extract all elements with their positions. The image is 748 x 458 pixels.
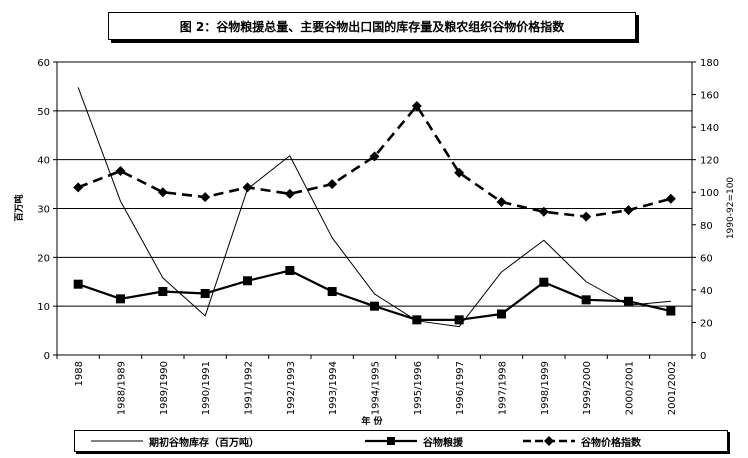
legend: 期初谷物库存（百万吨） 谷物粮援 谷物价格指数 <box>74 430 728 452</box>
food-aid-point <box>539 277 549 287</box>
food-aid-point <box>158 287 168 297</box>
x-tick-label: 1992/1993 <box>286 361 297 415</box>
legend-swatch-price-index <box>523 436 575 446</box>
price-index-point <box>623 205 634 216</box>
food-aid-point <box>370 301 379 311</box>
food-aid-point <box>497 309 506 319</box>
price-index-point <box>327 179 338 190</box>
y-right-tick-label: 100 <box>700 188 719 199</box>
y-right-tick-label: 40 <box>700 286 713 297</box>
price-index-point <box>411 100 422 111</box>
y-right-tick-label: 140 <box>700 123 719 134</box>
legend-label-stocks: 期初谷物库存（百万吨） <box>149 437 259 449</box>
series-line-0 <box>77 87 671 328</box>
y-left-tick-label: 20 <box>37 253 50 264</box>
food-aid-point <box>73 279 83 289</box>
x-tick-label: 1991/1992 <box>244 361 255 415</box>
food-aid-point <box>454 315 464 325</box>
food-aid-point <box>666 306 676 316</box>
food-aid-point <box>243 276 252 286</box>
y-left-tick-label: 30 <box>37 205 50 216</box>
y-left-tick-label: 0 <box>44 351 50 362</box>
y-right-tick-label: 20 <box>700 318 713 329</box>
price-index-point <box>581 211 592 222</box>
price-index-point <box>369 151 380 162</box>
y-axis-title-right: 1990-92=100 <box>726 177 736 240</box>
legend-swatch-food-aid <box>365 437 417 445</box>
chart-title: 图 2：谷物粮援总量、主要谷物出口国的库存量及粮农组织谷物价格指数 <box>179 19 565 34</box>
legend-item-price-index: 谷物价格指数 <box>523 431 641 451</box>
y-right-tick-label: 160 <box>700 91 719 102</box>
x-tick-label: 1993/1994 <box>328 361 339 415</box>
y-right-tick-label: 180 <box>700 58 719 69</box>
price-index-point <box>454 167 465 178</box>
x-tick-label: 1999/2000 <box>582 361 593 415</box>
y-axis-title-left: 百万吨 <box>13 194 25 221</box>
x-tick-label: 1994/1995 <box>371 361 382 415</box>
y-right-tick-label: 0 <box>700 351 706 362</box>
y-left-tick-label: 60 <box>37 58 50 69</box>
x-tick-label: 1988/1989 <box>117 361 128 415</box>
x-axis-title: 年 份 <box>361 415 383 427</box>
y-right-tick-label: 120 <box>700 156 719 167</box>
price-index-point <box>284 188 295 199</box>
x-tick-label: 2001/2002 <box>667 361 678 415</box>
legend-item-food-aid: 谷物粮援 <box>365 431 463 451</box>
x-tick-label: 1997/1998 <box>498 361 509 415</box>
price-index-point <box>496 196 507 207</box>
x-tick-label: 1998/1999 <box>540 361 551 415</box>
x-tick-label: 1996/1997 <box>455 361 466 415</box>
legend-label-price-index: 谷物价格指数 <box>581 437 641 449</box>
price-index-point <box>115 166 126 177</box>
x-tick-label: 1989/1990 <box>159 361 170 415</box>
legend-item-stocks: 期初谷物库存（百万吨） <box>91 431 259 451</box>
food-aid-point <box>624 296 633 306</box>
series-line-2 <box>77 104 672 218</box>
y-right-tick-label: 60 <box>700 253 713 264</box>
price-index-point <box>73 182 84 193</box>
price-index-point <box>200 192 211 203</box>
y-left-tick-label: 10 <box>37 302 50 313</box>
food-aid-point <box>581 295 591 305</box>
x-tick-label: 1995/1996 <box>413 361 424 415</box>
food-aid-point <box>412 315 422 325</box>
legend-swatch-stocks <box>91 440 143 442</box>
food-aid-point <box>285 266 295 276</box>
legend-label-food-aid: 谷物粮援 <box>423 437 463 449</box>
food-aid-point <box>116 294 125 304</box>
x-tick-label: 1990/1991 <box>201 361 212 415</box>
food-aid-point <box>327 287 337 297</box>
y-left-tick-label: 40 <box>37 156 50 167</box>
price-index-point <box>665 193 676 204</box>
x-tick-label: 2000/2001 <box>625 361 636 415</box>
food-aid-point <box>200 288 210 298</box>
y-right-tick-label: 80 <box>700 221 713 232</box>
price-index-point <box>157 187 168 198</box>
y-left-tick-label: 50 <box>37 107 50 118</box>
price-index-point <box>538 206 549 217</box>
chart-title-box: 图 2：谷物粮援总量、主要谷物出口国的库存量及粮农组织谷物价格指数 <box>108 12 636 40</box>
price-index-point <box>242 182 253 193</box>
x-tick-label: 1988 <box>74 361 85 386</box>
